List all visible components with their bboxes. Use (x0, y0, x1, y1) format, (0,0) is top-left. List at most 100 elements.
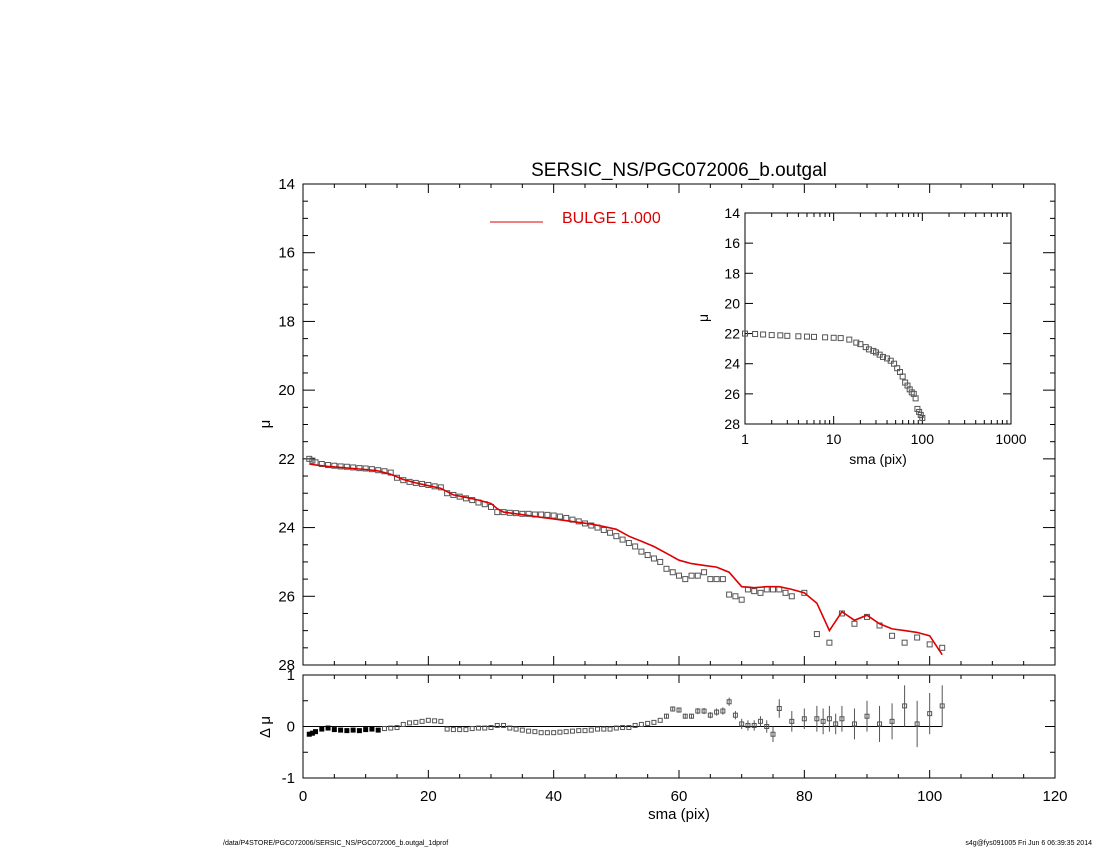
inset-x-tick-label: 1000 (995, 431, 1026, 447)
main-y-tick-label: 18 (278, 313, 295, 330)
residual-y-tick-label: 0 (287, 719, 295, 736)
residual-point (720, 708, 726, 714)
data-point (600, 526, 607, 533)
residual-point (645, 720, 651, 726)
inset-data-point (865, 346, 872, 353)
residual-point (613, 725, 619, 731)
inset-x-tick-label: 100 (911, 431, 935, 447)
residual-point (588, 727, 594, 733)
residual-point (319, 726, 325, 732)
residual-point (914, 721, 920, 727)
data-point (770, 586, 776, 593)
residual-point (595, 726, 601, 732)
inset-data-point (908, 389, 915, 396)
residual-x-tick-label: 40 (545, 788, 562, 805)
inset-y-axis-label: μ (695, 314, 711, 322)
inset-data-point (760, 331, 767, 338)
inset-x-tick-label: 10 (826, 431, 842, 447)
residual-point (356, 728, 362, 734)
data-point (701, 569, 708, 576)
inset-plot-frame (744, 212, 1012, 425)
residual-point (488, 725, 494, 731)
residual-point (519, 727, 525, 733)
residual-x-tick-label: 120 (1042, 788, 1067, 805)
main-y-axis-label: μ (257, 420, 274, 429)
residual-point (469, 726, 475, 732)
residual-point (757, 718, 763, 724)
residual-point (507, 725, 513, 731)
inset-data-point (795, 333, 802, 340)
inset-y-tick-label: 28 (724, 416, 740, 432)
data-point (632, 543, 639, 550)
inset-data-point (752, 331, 759, 338)
residual-point (538, 730, 544, 736)
residual-point (939, 703, 945, 709)
residual-point (676, 707, 682, 713)
data-point (939, 644, 946, 651)
residual-point (689, 713, 695, 719)
data-point (550, 512, 557, 519)
data-point (525, 510, 532, 517)
inset-data-point (830, 334, 837, 341)
residual-point (563, 729, 569, 735)
residual-point (601, 726, 607, 732)
residual-point (325, 725, 331, 731)
residual-point (419, 718, 425, 724)
inset-data-point (919, 414, 926, 421)
inset-data-point (917, 411, 924, 418)
inset-y-tick-label: 18 (724, 265, 740, 281)
residual-point (902, 703, 908, 709)
residual-point (582, 728, 588, 734)
data-point (362, 465, 369, 472)
residual-point (789, 718, 795, 724)
main-y-tick-label: 24 (278, 520, 295, 537)
inset-plot-marks (742, 330, 926, 421)
data-point (588, 522, 595, 529)
inset-data-point (777, 332, 784, 339)
residual-point (663, 713, 669, 719)
main-y-tick-label: 28 (278, 657, 295, 674)
residual-point (501, 722, 507, 728)
residual-plot-marks (303, 685, 945, 748)
inset-data-point (810, 333, 817, 340)
data-point (306, 455, 313, 462)
inset-data-point (768, 332, 775, 339)
data-point (901, 639, 908, 646)
main-y-tick-label: 16 (278, 245, 295, 262)
residual-point (638, 721, 644, 727)
data-point (669, 569, 676, 576)
residual-point (576, 728, 582, 734)
inset-y-tick-label: 14 (724, 205, 740, 221)
inset-data-point (899, 373, 906, 380)
data-point (619, 536, 626, 543)
residual-point (695, 708, 701, 714)
residual-point (657, 717, 663, 723)
inset-data-point (803, 333, 810, 340)
data-point (851, 620, 858, 627)
residual-point (707, 712, 713, 718)
inset-data-point (916, 408, 923, 415)
inset-data-point (784, 332, 791, 339)
residual-y-tick-label: -1 (282, 770, 295, 787)
residual-point (425, 717, 431, 723)
data-point (813, 631, 820, 638)
main-y-tick-label: 22 (278, 451, 295, 468)
data-point (644, 552, 651, 559)
data-point (663, 565, 670, 572)
data-point (318, 461, 325, 468)
residual-point (526, 728, 532, 734)
main-axis-ticks: 14 16 18 20 22 24 26 28 (278, 176, 1056, 674)
residual-point (407, 720, 413, 726)
chart-title: SERSIC_NS/PGC072006_b.outgal (531, 160, 827, 181)
data-point (788, 593, 795, 600)
data-point (688, 572, 695, 579)
residual-point (714, 709, 720, 715)
residual-point (513, 726, 519, 732)
data-point (494, 509, 501, 516)
data-point (638, 548, 645, 555)
inset-data-point (822, 334, 829, 341)
residual-point (457, 727, 463, 733)
data-point (751, 588, 758, 595)
residual-point (732, 712, 738, 718)
inset-data-point (914, 405, 921, 412)
